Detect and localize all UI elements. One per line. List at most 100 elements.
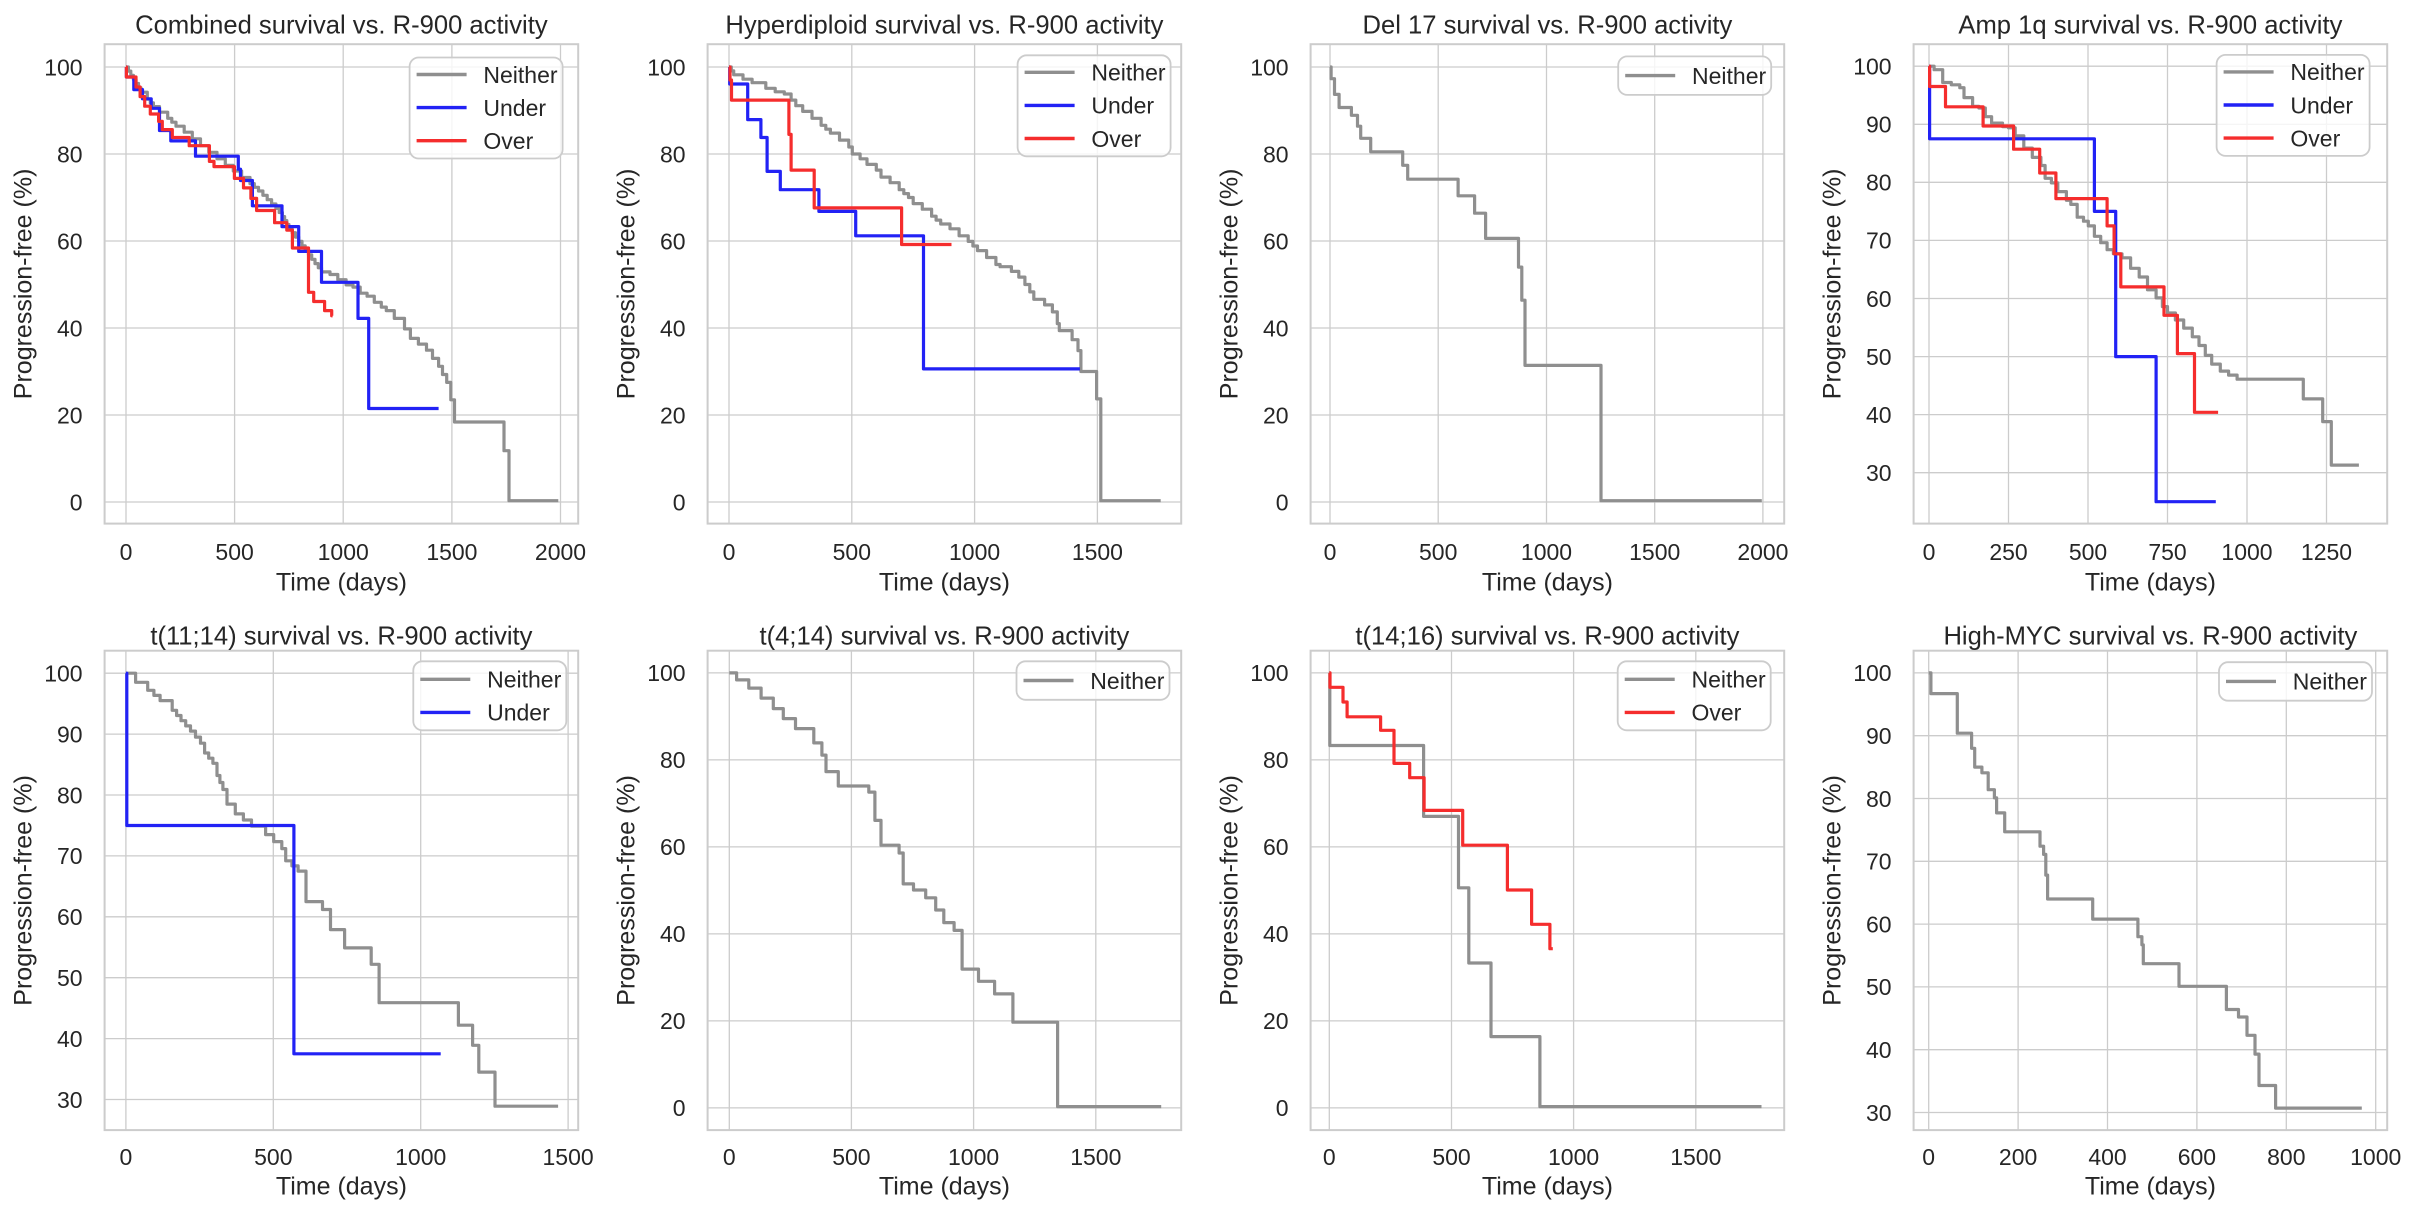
svg-text:Amp 1q survival vs. R-900 acti: Amp 1q survival vs. R-900 activity (1958, 12, 2342, 40)
svg-text:90: 90 (1866, 723, 1892, 749)
svg-text:t(14;16) survival vs. R-900 ac: t(14;16) survival vs. R-900 activity (1355, 623, 1739, 651)
svg-text:0: 0 (120, 1144, 133, 1170)
svg-text:Neither: Neither (1692, 667, 1766, 693)
svg-text:2000: 2000 (1737, 539, 1788, 565)
svg-text:High-MYC survival vs. R-900 ac: High-MYC survival vs. R-900 activity (1943, 623, 2357, 651)
svg-text:0: 0 (120, 539, 133, 565)
svg-text:40: 40 (660, 315, 686, 341)
svg-text:1500: 1500 (543, 1144, 594, 1170)
svg-text:30: 30 (1866, 1100, 1892, 1126)
svg-text:Neither: Neither (2290, 59, 2364, 85)
svg-text:0: 0 (723, 539, 736, 565)
svg-text:60: 60 (660, 228, 686, 254)
svg-text:0: 0 (1276, 1095, 1289, 1121)
svg-text:1500: 1500 (1670, 1144, 1721, 1170)
svg-text:1500: 1500 (426, 539, 477, 565)
svg-text:1000: 1000 (2221, 539, 2272, 565)
svg-text:40: 40 (1866, 402, 1892, 428)
svg-text:Progression-free (%): Progression-free (%) (613, 775, 641, 1006)
svg-text:0: 0 (723, 1144, 736, 1170)
svg-text:20: 20 (1263, 1008, 1289, 1034)
svg-text:Time (days): Time (days) (879, 569, 1010, 597)
svg-text:100: 100 (1853, 660, 1891, 686)
svg-text:30: 30 (57, 1087, 83, 1113)
svg-text:250: 250 (1989, 539, 2027, 565)
svg-text:Del 17 survival vs. R-900 acti: Del 17 survival vs. R-900 activity (1362, 12, 1732, 40)
svg-text:80: 80 (660, 747, 686, 773)
svg-text:1000: 1000 (949, 539, 1000, 565)
svg-text:80: 80 (1263, 747, 1289, 773)
svg-text:Progression-free (%): Progression-free (%) (1216, 775, 1244, 1006)
svg-text:1500: 1500 (1072, 539, 1123, 565)
svg-text:Hyperdiploid survival vs. R-90: Hyperdiploid survival vs. R-900 activity (725, 12, 1163, 40)
svg-text:20: 20 (57, 402, 83, 428)
svg-text:70: 70 (1866, 228, 1892, 254)
svg-text:80: 80 (660, 141, 686, 167)
svg-text:Over: Over (1091, 126, 1141, 152)
svg-text:50: 50 (57, 965, 83, 991)
svg-text:Progression-free (%): Progression-free (%) (10, 169, 38, 400)
svg-text:1000: 1000 (2350, 1144, 2401, 1170)
svg-text:90: 90 (57, 721, 83, 747)
svg-text:1500: 1500 (1629, 539, 1680, 565)
svg-text:t(11;14) survival vs. R-900 ac: t(11;14) survival vs. R-900 activity (150, 623, 532, 651)
svg-text:20: 20 (660, 402, 686, 428)
svg-text:Progression-free (%): Progression-free (%) (613, 169, 641, 400)
svg-text:1250: 1250 (2301, 539, 2352, 565)
svg-text:0: 0 (673, 1095, 686, 1121)
svg-text:600: 600 (2178, 1144, 2216, 1170)
svg-text:80: 80 (1866, 786, 1892, 812)
svg-text:Over: Over (483, 128, 533, 154)
svg-text:100: 100 (1853, 54, 1891, 80)
svg-text:60: 60 (1263, 228, 1289, 254)
svg-text:100: 100 (1250, 54, 1288, 80)
svg-text:0: 0 (1323, 1144, 1336, 1170)
svg-text:100: 100 (44, 54, 82, 80)
svg-text:Neither: Neither (2293, 669, 2367, 695)
svg-text:30: 30 (1866, 460, 1892, 486)
svg-text:Under: Under (487, 700, 550, 726)
svg-text:0: 0 (1324, 539, 1337, 565)
svg-text:750: 750 (2148, 539, 2186, 565)
svg-text:Neither: Neither (487, 667, 561, 693)
svg-text:Neither: Neither (1090, 668, 1164, 694)
svg-text:Time (days): Time (days) (1482, 569, 1613, 597)
svg-text:20: 20 (1263, 402, 1289, 428)
svg-text:1000: 1000 (1521, 539, 1572, 565)
svg-text:Neither: Neither (1692, 63, 1766, 89)
svg-text:400: 400 (2088, 1144, 2126, 1170)
svg-text:500: 500 (215, 539, 253, 565)
svg-text:Progression-free (%): Progression-free (%) (10, 775, 38, 1006)
svg-text:Time (days): Time (days) (1482, 1173, 1613, 1201)
svg-text:60: 60 (1866, 286, 1892, 312)
svg-text:Time (days): Time (days) (879, 1173, 1010, 1201)
svg-text:Under: Under (1091, 93, 1154, 119)
svg-text:t(4;14) survival vs. R-900 act: t(4;14) survival vs. R-900 activity (759, 623, 1129, 651)
svg-text:0: 0 (70, 489, 83, 515)
svg-text:Over: Over (1692, 700, 1742, 726)
svg-text:50: 50 (1866, 344, 1892, 370)
svg-text:80: 80 (57, 782, 83, 808)
svg-text:80: 80 (1866, 170, 1892, 196)
svg-text:100: 100 (647, 54, 685, 80)
svg-text:Progression-free (%): Progression-free (%) (1819, 169, 1847, 400)
svg-text:500: 500 (254, 1144, 292, 1170)
svg-text:70: 70 (57, 843, 83, 869)
svg-text:Neither: Neither (483, 62, 557, 88)
svg-text:500: 500 (832, 1144, 870, 1170)
svg-text:0: 0 (673, 489, 686, 515)
svg-text:Time (days): Time (days) (276, 569, 407, 597)
svg-text:40: 40 (1263, 921, 1289, 947)
svg-text:50: 50 (1866, 974, 1892, 1000)
svg-text:0: 0 (1276, 489, 1289, 515)
svg-text:40: 40 (57, 315, 83, 341)
svg-text:Under: Under (483, 95, 546, 121)
svg-text:Time (days): Time (days) (2085, 569, 2216, 597)
svg-text:Over: Over (2290, 125, 2340, 151)
svg-text:40: 40 (57, 1026, 83, 1052)
svg-text:40: 40 (660, 921, 686, 947)
svg-text:20: 20 (660, 1008, 686, 1034)
svg-text:500: 500 (1419, 539, 1457, 565)
svg-text:Under: Under (2290, 92, 2353, 118)
svg-text:60: 60 (1263, 834, 1289, 860)
